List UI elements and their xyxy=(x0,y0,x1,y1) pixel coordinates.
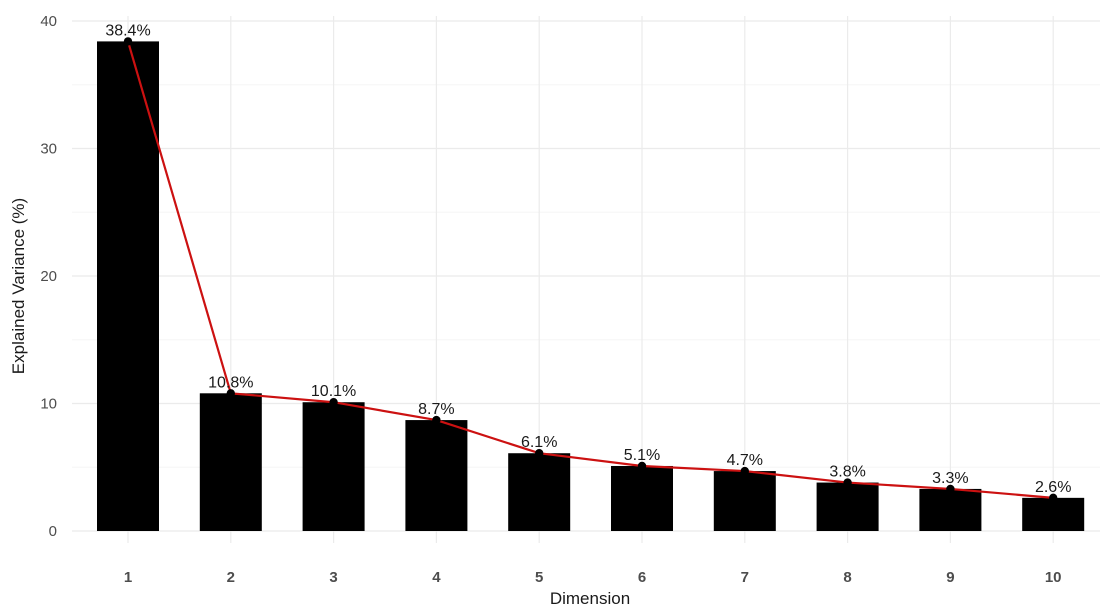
x-tick-label: 8 xyxy=(843,569,851,586)
bar-dim-2 xyxy=(200,393,262,531)
data-label-dim-10: 2.6% xyxy=(1035,479,1071,496)
y-tick-label: 10 xyxy=(40,396,57,413)
y-axis-title: Explained Variance (%) xyxy=(9,198,28,374)
bars-layer xyxy=(97,41,1084,531)
x-axis-ticks: 1 2 3 4 5 6 7 8 9 10 xyxy=(124,569,1062,586)
bar-dim-10 xyxy=(1022,498,1084,531)
x-tick-label: 7 xyxy=(741,569,749,586)
x-tick-label: 2 xyxy=(227,569,235,586)
x-tick-label: 4 xyxy=(432,569,441,586)
y-tick-label: 20 xyxy=(40,268,57,285)
x-tick-label: 1 xyxy=(124,569,132,586)
variance-line xyxy=(128,41,1053,497)
data-label-dim-4: 8.7% xyxy=(418,401,454,418)
bar-dim-4 xyxy=(405,420,467,531)
x-tick-label: 10 xyxy=(1045,569,1062,586)
data-label-dim-6: 5.1% xyxy=(624,447,660,464)
y-axis-ticks: 0 10 20 30 40 xyxy=(40,13,57,540)
bar-dim-3 xyxy=(303,402,365,531)
data-label-dim-9: 3.3% xyxy=(932,470,968,487)
x-tick-label: 9 xyxy=(946,569,954,586)
bar-dim-9 xyxy=(919,489,981,531)
bar-dim-7 xyxy=(714,471,776,531)
x-axis-title: Dimension xyxy=(550,589,630,608)
line-layer xyxy=(128,41,1053,497)
points-layer xyxy=(124,37,1058,502)
y-tick-label: 0 xyxy=(49,523,57,540)
bar-dim-8 xyxy=(817,483,879,531)
x-tick-label: 6 xyxy=(638,569,646,586)
x-tick-label: 3 xyxy=(329,569,337,586)
data-label-dim-7: 4.7% xyxy=(727,452,763,469)
x-tick-label: 5 xyxy=(535,569,543,586)
data-label-dim-5: 6.1% xyxy=(521,434,557,451)
data-label-dim-2: 10.8% xyxy=(208,374,253,391)
data-label-dim-1: 38.4% xyxy=(105,22,150,39)
data-label-dim-8: 3.8% xyxy=(829,464,865,481)
bar-dim-5 xyxy=(508,453,570,531)
data-label-dim-3: 10.1% xyxy=(311,383,356,400)
y-tick-label: 40 xyxy=(40,13,57,30)
bar-dim-6 xyxy=(611,466,673,531)
y-tick-label: 30 xyxy=(40,141,57,158)
